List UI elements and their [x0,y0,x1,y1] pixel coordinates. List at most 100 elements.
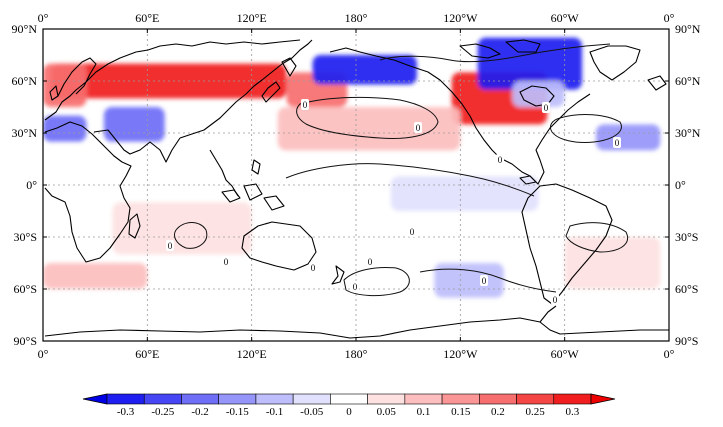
coastline-sea-asia [209,149,239,197]
colorbar-tick-label: -0.25 [151,406,174,418]
contour-label: 0 [368,257,373,267]
contour-label: 0 [410,227,415,237]
coastline-new-zealand [331,265,345,285]
coastline-antarctica [44,317,669,339]
contour-label: 0 [416,123,421,133]
anomaly-region-alaska-cold [312,55,417,85]
coastline-south-america [521,183,613,305]
anomaly-region-southern-ocean-warm [43,263,148,289]
coastline-kamchatka [281,57,297,77]
zero-contour-south-pacific [343,267,410,297]
colorbar-tick-label: 0.25 [526,406,546,418]
zero-contour-indian [173,222,208,249]
coastline-maritime-2 [243,183,263,201]
colorbar-tick-label: 0.05 [377,406,397,418]
coastline-madagascar [128,213,141,239]
coastline-arctic-islands [459,39,541,59]
top-longitude-label: 0° [664,11,675,25]
coastline-siberia-north [147,39,301,51]
top-longitude-label: 0° [38,11,49,25]
coastline-antarctic-peninsula [539,305,557,323]
colorbar-under-arrow [82,393,108,405]
colorbar-bin [181,393,219,405]
contour-label: 0 [311,263,316,273]
left-latitude-label: 60°N [12,74,38,88]
contour-label: 0 [168,241,173,251]
zero-contours [173,43,628,297]
coastline-caribbean [519,175,537,185]
anomaly-region-europe-west-warm [43,63,87,107]
anomaly-region-south-atlantic-warm [564,237,661,289]
colorbar-bin [553,393,592,405]
left-latitude-label: 30°N [12,126,38,140]
coastline-maritime-1 [221,189,241,203]
top-longitude-label: 60°W [551,11,580,25]
zero-contour-east-pacific [285,163,535,197]
coastline-hudson-bay [519,85,555,107]
coastline-australia [241,221,317,271]
bottom-longitude-label: 180° [345,347,368,361]
bottom-longitude-label: 60°W [551,347,580,361]
colorbar-tick-label: 0 [346,406,352,418]
right-latitude-label: 90°N [675,22,701,36]
left-latitude-label: 0° [26,178,37,192]
right-latitude-label: 30°N [675,126,701,140]
right-latitude-label: 60°N [675,74,701,88]
colorbar-bin [143,393,182,405]
left-latitude-label: 60°S [14,282,37,296]
contour-label: 0 [482,276,487,286]
coastline-north-america [329,47,591,185]
coastline-iceland-uk [647,75,667,91]
colorbar-bin [106,393,145,405]
colorbar-bin [255,393,294,405]
bottom-longitude-label: 120°W [443,347,478,361]
left-latitude-label: 90°N [12,22,38,36]
coastline-africa [44,121,132,263]
right-latitude-label: 0° [675,178,686,192]
colorbar-tick-label: 0.1 [417,406,431,418]
colorbar-tick-label: -0.05 [300,406,323,418]
colorbar-tick-label: -0.1 [266,406,283,418]
contour-label: 0 [615,138,620,148]
bottom-longitude-label: 0° [664,347,675,361]
colorbar-tick-label: -0.3 [117,406,135,418]
top-longitude-label: 120°E [237,11,267,25]
colorbar-tick-label: -0.15 [226,406,249,418]
coastline-east-asia [179,39,313,139]
colorbar-bin [367,393,406,405]
zero-contour-north-atlantic [549,114,622,143]
coastline-maritime-3 [263,195,285,211]
colorbar-bin [479,393,517,405]
anomaly-region-hudson-bay-cold [512,81,565,107]
anomaly-region-southeast-pacific-cool [434,263,504,298]
contour-labels: 0 0 0 0 0 0 0 0 0 0 0 0 0 [166,99,621,305]
right-latitude-label: 90°S [675,334,698,348]
coastline-british-isles [49,85,59,101]
contour-label: 0 [353,282,358,292]
right-latitude-label: 30°S [675,230,698,244]
coastlines [44,39,669,339]
coastline-arabia-india [93,129,181,163]
coastline-philippines [251,159,261,175]
contour-label: 0 [498,155,503,165]
colorbar: -0.3 -0.25 -0.2 -0.15 -0.1 -0.05 0 0.05 0.1 0.15 0… [82,393,616,418]
colorbar-tick-label: 0.2 [491,406,505,418]
coastline-greenland [589,45,641,81]
contour-label: 0 [224,257,229,267]
coastline-scandinavia [57,57,97,97]
anomaly-field [43,37,661,298]
colorbar-bin [404,393,443,405]
contour-label: 0 [544,103,549,113]
map-axes: 0° 0° 60°E 60°E 120°E 120°E 180° 180° 120°W 120°W… [12,11,701,361]
anomaly-region-north-pacific-warm [277,107,461,151]
colorbar-bin [292,393,331,405]
top-longitude-label: 180° [345,11,368,25]
top-longitude-label: 60°E [135,11,159,25]
colorbar-tick-label: 0.15 [451,406,471,418]
anomaly-region-tropical-east-pacific-cool [390,176,539,211]
left-latitude-label: 30°S [14,230,37,244]
left-latitude-label: 90°S [14,334,37,348]
bottom-longitude-label: 120°E [237,347,267,361]
anomaly-region-north-africa-cold [43,115,87,142]
